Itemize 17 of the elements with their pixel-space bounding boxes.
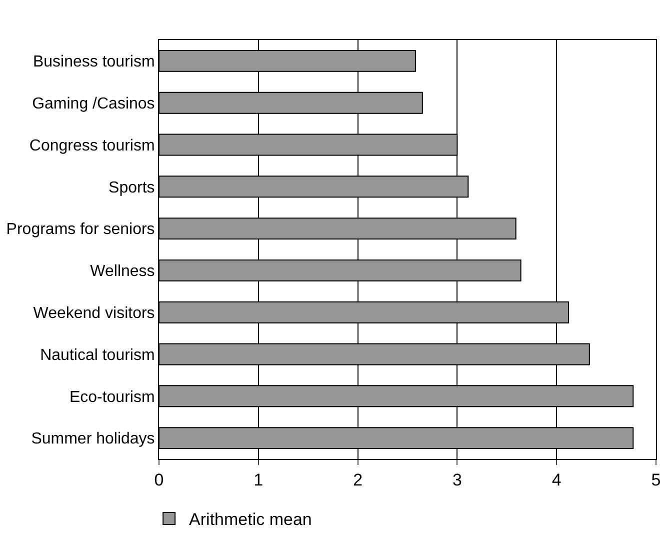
y-tick-label: Business tourism: [32, 54, 155, 71]
x-tick-label: 1: [254, 470, 264, 490]
x-tick-label: 3: [452, 470, 462, 490]
x-tick-label: 5: [651, 470, 661, 490]
legend-label: Arithmetic mean: [189, 510, 312, 530]
y-tick-label: Wellness: [90, 263, 155, 280]
x-tick-label: 2: [353, 470, 363, 490]
x-tick-label: 0: [154, 470, 164, 490]
y-tick-label: Programs for seniors: [6, 221, 155, 238]
y-tick-label: Congress tourism: [29, 137, 155, 154]
y-tick-label: Weekend visitors: [33, 304, 155, 322]
x-tick-label: 4: [552, 470, 562, 490]
y-tick-label: Eco-tourism: [69, 388, 155, 406]
y-tick-label: Nautical tourism: [40, 346, 155, 364]
y-tick-label: Sports: [108, 179, 155, 196]
y-tick-label: Summer holidays: [31, 430, 155, 448]
y-tick-label: Gaming /Casinos: [32, 95, 155, 112]
